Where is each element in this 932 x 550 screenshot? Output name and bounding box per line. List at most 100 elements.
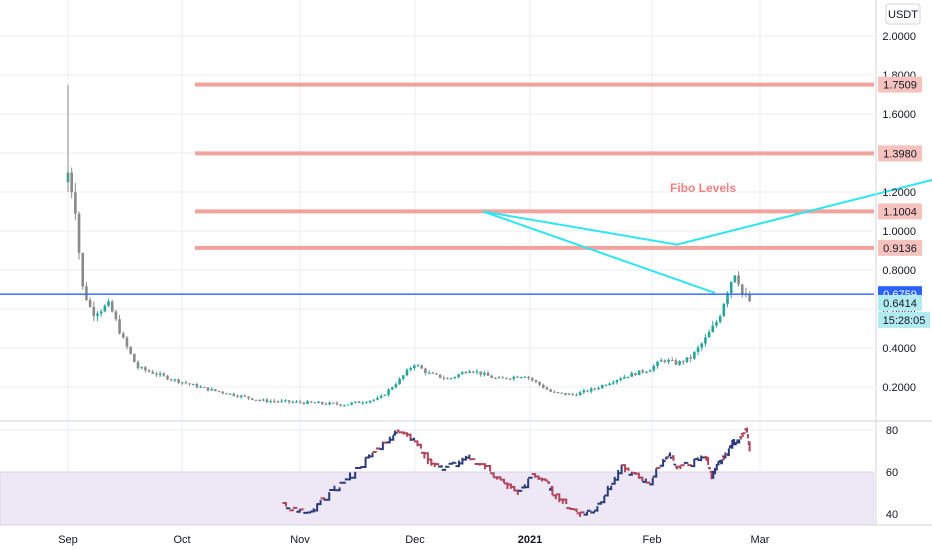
rsi-segment — [369, 452, 374, 458]
candle-body — [298, 401, 302, 403]
rsi-segment — [676, 465, 682, 470]
candle-body — [693, 351, 696, 359]
rsi-segment — [344, 472, 351, 481]
rsi-segment — [386, 436, 391, 444]
candle-body — [284, 400, 287, 402]
candle-body — [604, 385, 608, 387]
candle-body — [527, 376, 530, 379]
rsi-segment — [465, 454, 471, 459]
rsi-segment — [583, 511, 588, 516]
candle-body — [239, 395, 243, 397]
price-tick-label: 2.0000 — [882, 31, 916, 43]
rsi-segment — [403, 432, 409, 437]
rsi-segment — [420, 451, 426, 459]
candle-body — [534, 380, 538, 382]
candle-body — [446, 378, 449, 380]
price-tick-label: 0.4000 — [882, 343, 916, 355]
candle-body — [133, 353, 136, 363]
candle-body — [696, 347, 700, 352]
candle-body — [379, 395, 383, 398]
price-tags: 1.75091.39801.10040.91360.67590.641415:2… — [878, 76, 930, 328]
currency-button[interactable]: USDT — [885, 3, 921, 25]
rsi-segment — [645, 481, 651, 484]
candle-body — [394, 384, 398, 388]
rsi-segment — [550, 485, 554, 496]
candle-body — [206, 387, 210, 391]
candle-body — [162, 373, 166, 376]
candle-body — [460, 372, 464, 375]
candle-body — [464, 372, 468, 374]
candle-body — [611, 382, 615, 384]
candle-body — [273, 401, 276, 403]
candle-body — [600, 385, 604, 388]
candle-body — [427, 372, 431, 374]
candle-body — [331, 402, 335, 404]
fibo-level-tag: 1.7509 — [883, 80, 917, 92]
rsi-segment — [675, 465, 678, 470]
candle-body — [597, 387, 600, 389]
rsi-segment — [441, 468, 447, 471]
candle-body — [96, 313, 99, 316]
rsi-segment — [455, 460, 460, 468]
rsi-segment — [355, 466, 362, 470]
rsi-segment — [417, 443, 422, 449]
rsi-axis[interactable]: 80 60 40 — [886, 425, 898, 521]
time-axis[interactable]: Sep Oct Nov Dec 2021 Feb Mar — [0, 524, 932, 546]
rsi-segment — [289, 509, 294, 512]
candle-body — [733, 275, 737, 282]
candle-body — [309, 401, 313, 403]
candle-body — [553, 391, 556, 393]
candle-body — [361, 402, 365, 404]
rsi-segment — [379, 441, 384, 451]
candle-body — [715, 322, 718, 326]
candle-body — [401, 375, 405, 379]
rsi-segment — [389, 435, 395, 441]
candle-body — [147, 370, 151, 372]
rsi-segment — [701, 456, 706, 459]
candle-body — [302, 402, 306, 404]
candle-body — [571, 393, 575, 395]
candle-body — [335, 403, 339, 405]
countdown-tag-bg — [878, 311, 930, 328]
rsi-segment — [739, 436, 742, 440]
candle-body — [203, 386, 206, 388]
rsi-segment — [737, 439, 741, 444]
rsi-segment — [424, 452, 429, 465]
candle-body — [77, 213, 81, 253]
price-tick-label: 0.2000 — [882, 382, 916, 394]
candle-body — [390, 387, 394, 390]
candle-body — [387, 389, 390, 395]
fibo-level-tag-bg — [878, 145, 922, 162]
candle-body — [320, 401, 324, 404]
price-tick-label: 0.8000 — [882, 265, 916, 277]
rsi-segment — [524, 478, 530, 489]
rsi-segment — [394, 431, 398, 434]
candle-body — [670, 360, 674, 362]
rsi-segment — [748, 441, 751, 452]
time-tick-label: Sep — [58, 534, 78, 546]
candle-body — [667, 360, 670, 362]
candle-body — [328, 402, 331, 405]
candle-body — [556, 392, 560, 394]
candle-body — [748, 295, 751, 302]
fibo-level-tag: 1.1004 — [883, 206, 917, 218]
candle-body — [258, 399, 261, 401]
rsi-segment — [593, 506, 599, 512]
candle-body — [530, 378, 534, 381]
fibo-annotation: Fibo Levels — [670, 181, 736, 195]
candle-body — [169, 379, 173, 381]
candle-body — [276, 401, 280, 403]
candle-body — [357, 401, 361, 403]
rsi-segment — [396, 429, 400, 432]
candle-body — [497, 377, 501, 379]
candle-body — [306, 401, 309, 404]
candle-body — [689, 357, 692, 359]
candle-body — [136, 362, 140, 369]
candle-body — [722, 303, 726, 317]
candle-body — [70, 172, 73, 193]
rsi-segment — [725, 453, 729, 456]
candle-body — [608, 383, 611, 386]
rsi-segment — [715, 464, 718, 471]
rsi-segment — [317, 500, 322, 506]
